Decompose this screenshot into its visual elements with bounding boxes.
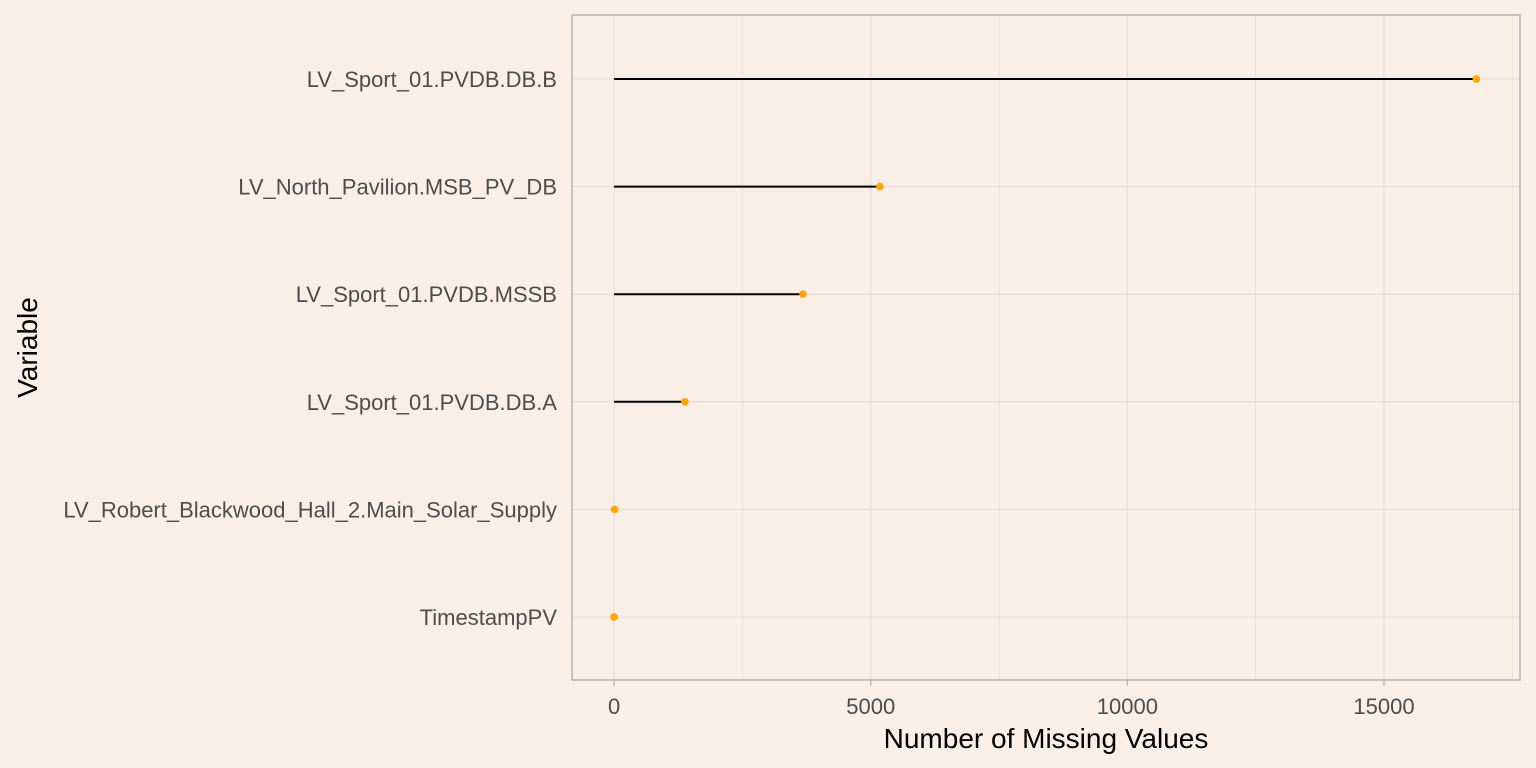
y-axis-title: Variable bbox=[12, 297, 43, 398]
y-tick-label: LV_Sport_01.PVDB.MSSB bbox=[296, 282, 557, 307]
lollipop-point bbox=[799, 290, 807, 299]
x-axis-title: Number of Missing Values bbox=[884, 723, 1209, 754]
y-tick-label: LV_North_Pavilion.MSB_PV_DB bbox=[238, 175, 557, 200]
lollipop-point bbox=[610, 613, 618, 621]
panel-border bbox=[571, 14, 1521, 681]
y-tick-label: TimestampPV bbox=[420, 605, 558, 630]
x-tick-label: 5000 bbox=[846, 694, 895, 719]
lollipop-point bbox=[681, 398, 689, 406]
data-marks bbox=[610, 75, 1481, 621]
x-tick-label: 15000 bbox=[1353, 694, 1414, 719]
x-axis-tick-labels: 0 5000 10000 15000 bbox=[608, 680, 1415, 719]
x-tick-label: 10000 bbox=[1097, 694, 1158, 719]
y-tick-label: LV_Sport_01.PVDB.DB.A bbox=[307, 390, 558, 415]
y-tick-label: LV_Robert_Blackwood_Hall_2.Main_Solar_Su… bbox=[63, 497, 557, 522]
y-tick-label: LV_Sport_01.PVDB.DB.B bbox=[307, 67, 557, 92]
lollipop-point bbox=[876, 182, 884, 191]
lollipop-point bbox=[1472, 75, 1481, 83]
y-axis-tick-labels: LV_Sport_01.PVDB.DB.B LV_North_Pavilion.M… bbox=[63, 67, 557, 630]
lollipop-point bbox=[610, 505, 619, 514]
x-tick-label: 0 bbox=[608, 694, 620, 719]
